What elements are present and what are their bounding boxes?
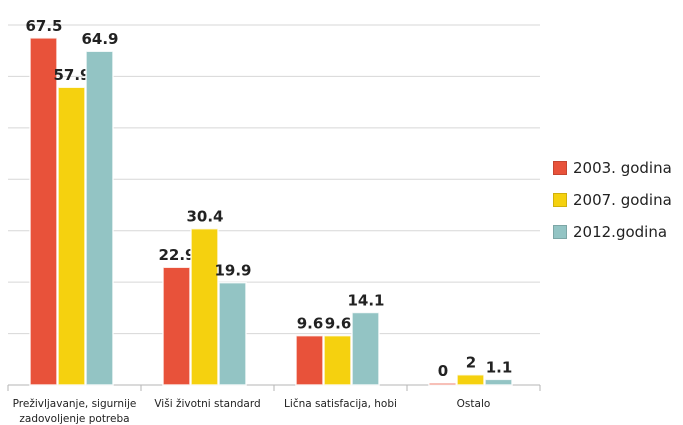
data-label: 9.6 [297,315,324,333]
data-label: 22.9 [158,246,195,264]
data-label: 2 [466,354,476,372]
legend-label-2007: 2007. godina [573,191,672,209]
data-label: 14.1 [347,291,384,309]
bar-2003-cat3 [428,382,457,386]
category-label: zadovoljenje potreba [19,413,129,425]
bar-2007-cat0 [57,86,86,386]
bar-2012-cat1 [218,281,247,386]
chart-legend: 2003. godina 2007. godina 2012.godina [553,152,681,248]
legend-item-2012: 2012.godina [553,216,681,248]
category-label: Preživljavanje, sigurnije [13,398,137,410]
legend-label-2003: 2003. godina [573,159,672,177]
bar-2007-cat3 [456,373,485,386]
data-label: 9.6 [325,315,352,333]
data-label: 57.9 [53,66,90,84]
category-label: Lična satisfacija, hobi [284,398,397,410]
bar-2012-cat3 [484,378,513,386]
bar-2003-cat1 [162,266,191,386]
legend-swatch-2007 [553,193,567,207]
legend-label-2012: 2012.godina [573,223,668,241]
bar-2007-cat2 [323,334,352,386]
legend-swatch-2012 [553,225,567,239]
data-label: 1.1 [486,358,513,376]
data-label: 30.4 [186,208,223,226]
data-label: 0 [438,362,448,380]
bar-2012-cat2 [351,311,380,386]
legend-swatch-2003 [553,161,567,175]
category-label: Viši životni standard [154,398,260,410]
bar-2003-cat0 [29,37,58,386]
category-label: Ostalo [457,398,491,410]
legend-item-2007: 2007. godina [553,184,681,216]
bar-2003-cat2 [295,334,324,386]
data-label: 67.5 [25,17,62,35]
data-label: 19.9 [214,262,251,280]
data-label: 64.9 [81,30,118,48]
bar-2007-cat1 [190,227,219,386]
bar-2012-cat0 [85,50,114,386]
legend-item-2003: 2003. godina [553,152,681,184]
